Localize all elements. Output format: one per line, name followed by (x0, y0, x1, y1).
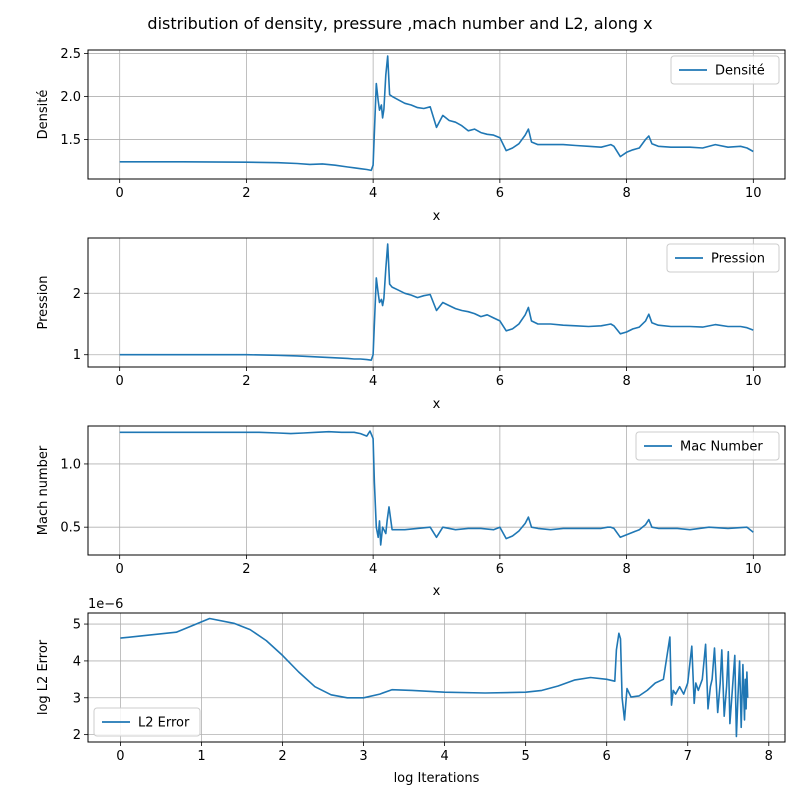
x-axis-label: log Iterations (394, 771, 480, 786)
series-line-2-0 (119, 243, 754, 362)
x-tick-label: 6 (496, 374, 504, 389)
x-tick-label: 8 (622, 374, 630, 389)
y-tick-label: 2.5 (60, 47, 81, 62)
legend-box (670, 55, 780, 85)
legend: Densité (670, 55, 780, 85)
legend-box (666, 243, 780, 273)
y-axis-label: log L2 Error (36, 639, 51, 715)
y-tick-label: 5 (73, 618, 81, 633)
y-tick-label: 4 (73, 654, 81, 669)
x-tick-label: 8 (622, 562, 630, 577)
x-tick-label: 4 (369, 374, 377, 389)
legend-box (93, 707, 201, 737)
x-tick-label: 2 (278, 749, 286, 764)
x-tick-label: 10 (745, 562, 762, 577)
subplot-3: 0 2 4 6 8 10 0.5 1.0 x Mach number Mac Number (36, 425, 786, 599)
x-axis-label: x (433, 209, 441, 224)
x-tick-label: 1 (197, 749, 205, 764)
x-tick-label: 8 (622, 186, 630, 201)
y-tick-label: 1.5 (60, 133, 81, 148)
y-axis-label: Mach number (36, 445, 51, 535)
x-tick-label: 5 (522, 749, 530, 764)
subplot-1: 0 2 4 6 8 10 1.5 2.0 2.5 x Densité Densité (36, 47, 786, 224)
x-tick-label: 0 (116, 562, 124, 577)
x-tick-label: 4 (369, 186, 377, 201)
x-tick-label: 2 (242, 562, 250, 577)
axes-frame (87, 49, 786, 180)
series-line-1-0 (119, 55, 754, 172)
legend-label: Densité (715, 64, 765, 79)
legend-box (635, 431, 780, 461)
series-line-3-0 (119, 430, 754, 546)
legend: Mac Number (635, 431, 780, 461)
y-tick-label: 1.0 (60, 457, 81, 472)
legend: Pression (666, 243, 780, 273)
x-tick-label: 0 (116, 374, 124, 389)
legend-label: Pression (711, 252, 765, 267)
x-tick-label: 2 (242, 374, 250, 389)
x-tick-label: 6 (496, 562, 504, 577)
x-tick-label: 0 (116, 186, 124, 201)
axes-frame (87, 237, 786, 368)
x-axis-label: x (433, 397, 441, 412)
y-axis-label: Pression (36, 275, 51, 329)
legend-label: L2 Error (138, 716, 190, 731)
x-tick-label: 10 (745, 186, 762, 201)
y-tick-label: 1 (73, 348, 81, 363)
subplot-4: 0 1 2 3 4 5 6 7 8 2 3 4 5 log Iterations log L2 Error 1… (36, 597, 786, 786)
x-tick-label: 8 (765, 749, 773, 764)
y-tick-label: 2 (73, 728, 81, 743)
axes-frame (87, 612, 786, 743)
y-axis-label: Densité (36, 90, 51, 140)
x-tick-label: 6 (603, 749, 611, 764)
y-tick-label: 0.5 (60, 521, 81, 536)
x-tick-label: 6 (496, 186, 504, 201)
figure-title: distribution of density, pressure ,mach … (147, 14, 652, 33)
x-tick-label: 10 (745, 374, 762, 389)
x-tick-label: 3 (359, 749, 367, 764)
y-tick-label: 2 (73, 287, 81, 302)
x-tick-label: 4 (369, 562, 377, 577)
series-line-4-0 (120, 617, 749, 738)
x-tick-label: 2 (242, 186, 250, 201)
x-tick-label: 7 (684, 749, 692, 764)
legend: L2 Error (93, 707, 201, 737)
x-tick-label: 0 (116, 749, 124, 764)
legend-label: Mac Number (680, 440, 763, 455)
y-offset-label: 1e−6 (88, 597, 123, 612)
y-tick-label: 3 (73, 691, 81, 706)
x-tick-label: 4 (440, 749, 448, 764)
y-tick-label: 2.0 (60, 90, 81, 105)
axes-frame (87, 425, 786, 556)
x-axis-label: x (433, 584, 441, 599)
